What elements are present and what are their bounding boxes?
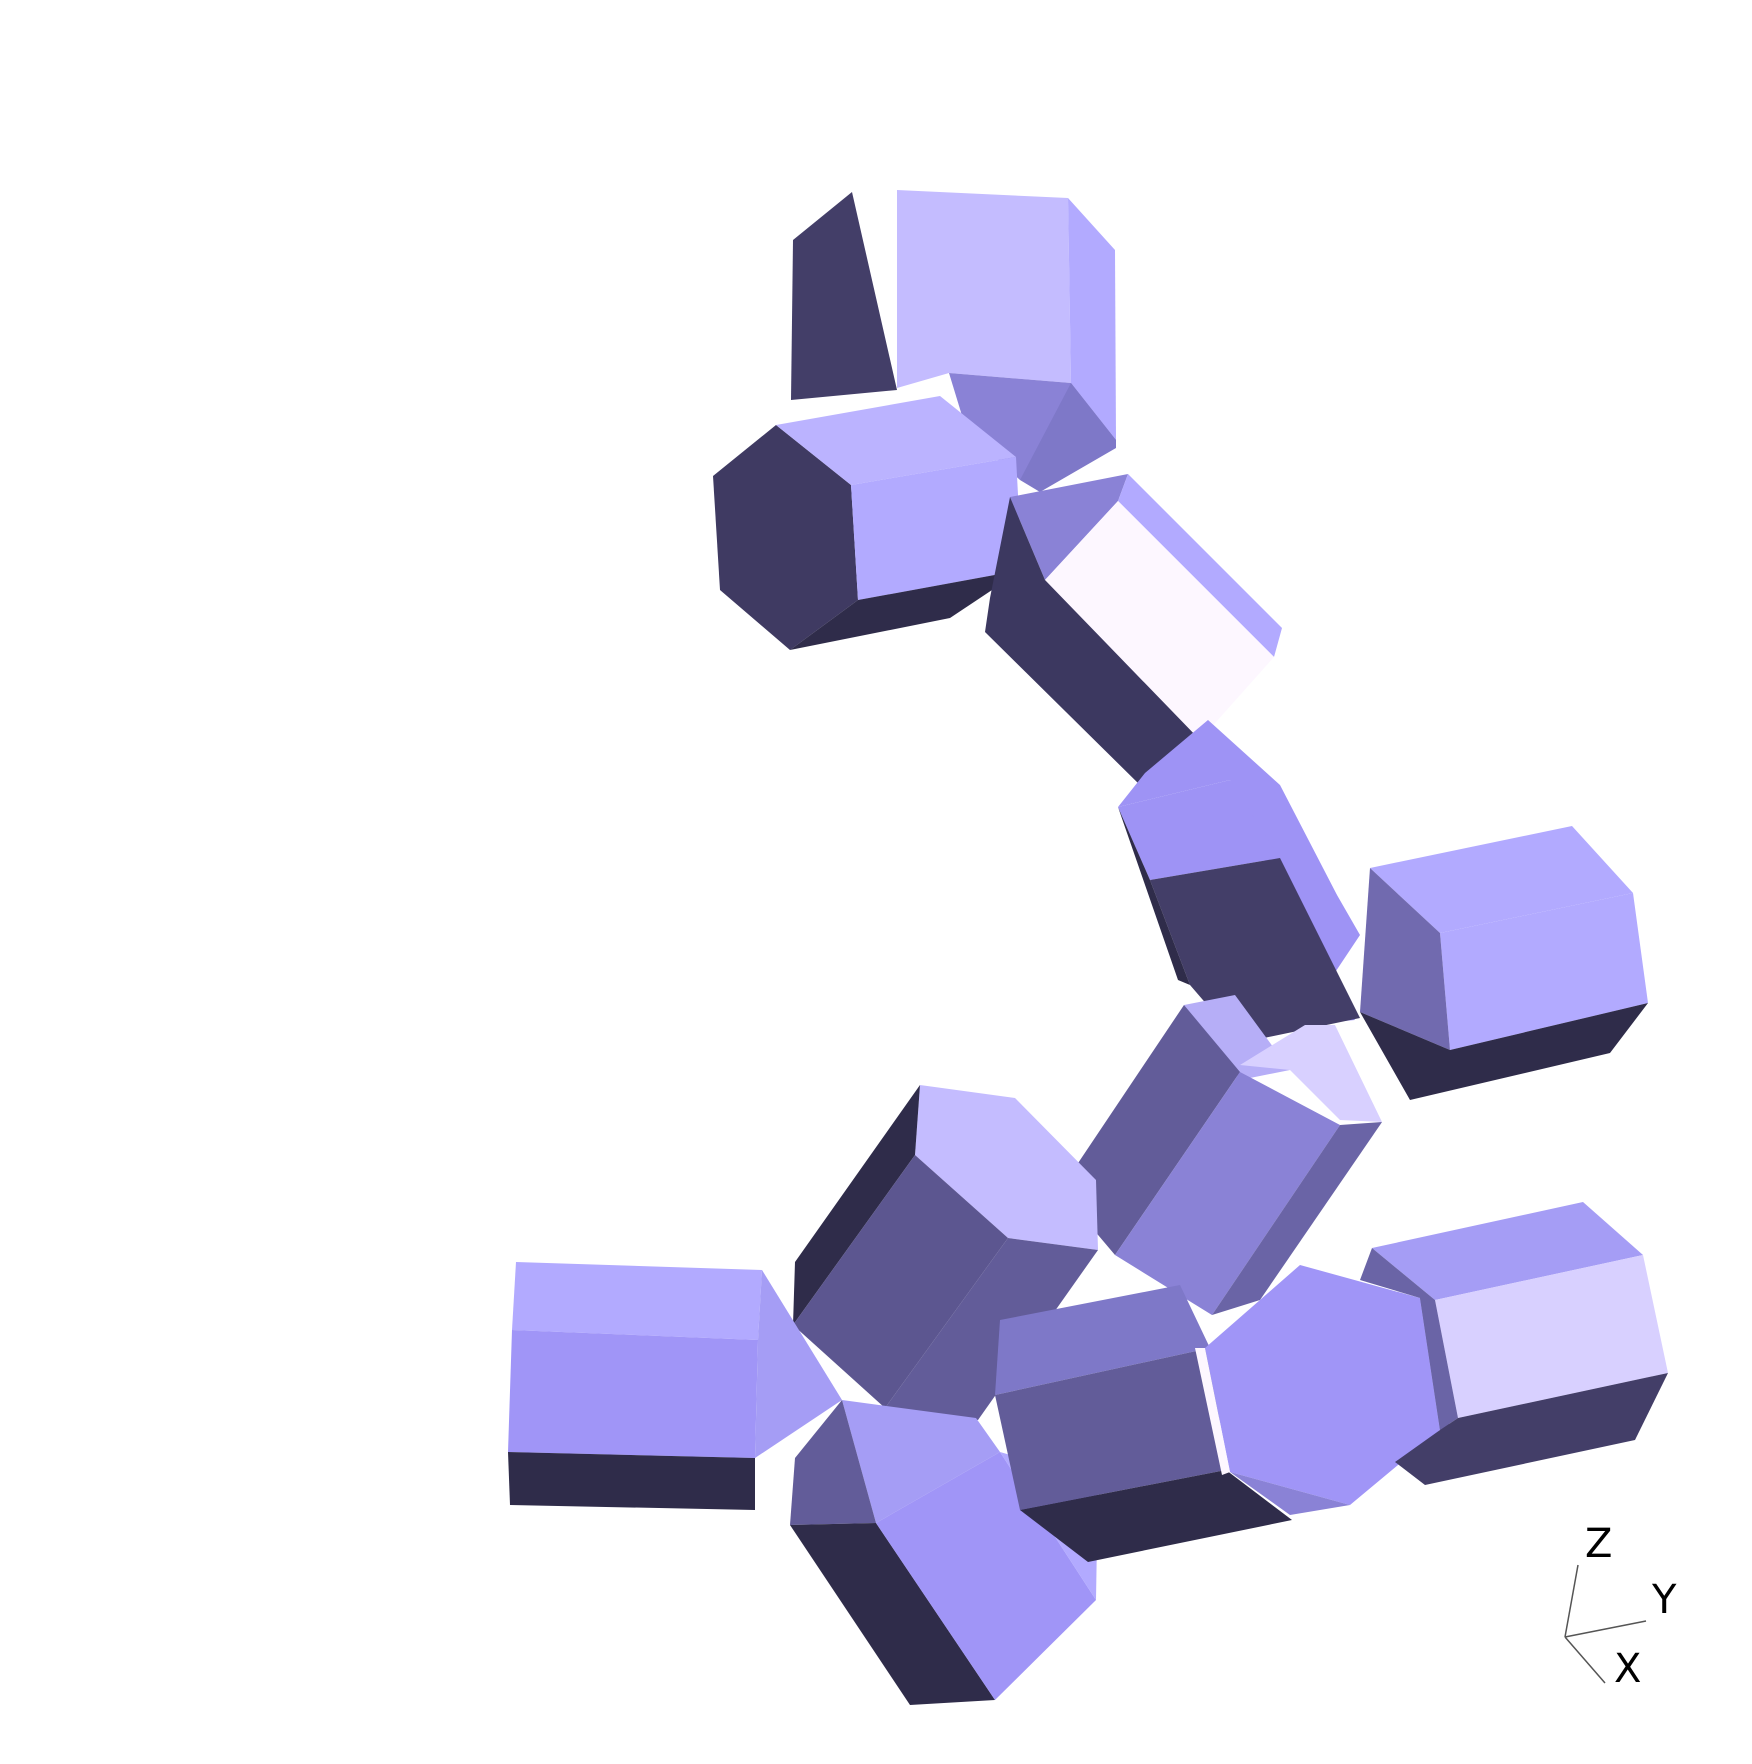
- prism-far-right: [1360, 1202, 1668, 1485]
- prism-top: [791, 190, 1116, 492]
- x-axis-line: [1564, 1636, 1606, 1684]
- prism-diagonal-white: [985, 474, 1282, 790]
- prism-right-middle: [1360, 826, 1648, 1100]
- prism-far-left: [508, 1262, 842, 1510]
- prism-lower-middle: [995, 1285, 1292, 1562]
- y-axis-line: [1564, 1620, 1647, 1638]
- z-axis-label: Z: [1585, 1521, 1612, 1567]
- prism-upper-left: [713, 396, 1022, 650]
- prism-center: [1118, 720, 1360, 1043]
- prism-bottom: [790, 1400, 1098, 1705]
- x-axis-label: X: [1614, 1646, 1641, 1692]
- prism-small-tilted: [1060, 995, 1382, 1315]
- z-axis-line: [1564, 1564, 1579, 1638]
- prism-lower-tilted: [793, 1085, 1098, 1420]
- axis-triad: Z Y X: [1564, 1521, 1677, 1692]
- y-axis-label: Y: [1651, 1577, 1677, 1623]
